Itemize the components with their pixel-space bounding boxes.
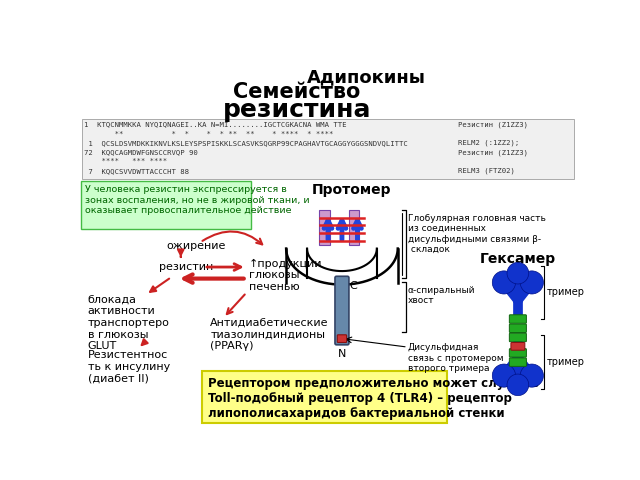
FancyBboxPatch shape: [335, 276, 349, 345]
Bar: [349, 210, 359, 245]
FancyBboxPatch shape: [337, 335, 347, 343]
Text: У человека резистин экспрессируется в
зонах воспаления, но не в жировой ткани, и: У человека резистин экспрессируется в зо…: [85, 185, 310, 215]
Text: резистина: резистина: [223, 97, 371, 121]
Text: Дисульфидная
связь с протомером
второго тримера: Дисульфидная связь с протомером второго …: [408, 343, 504, 373]
Text: ожирение: ожирение: [167, 241, 226, 251]
Text: 72  KQQCAGMDWFGNSCCRVQP 90: 72 KQQCAGMDWFGNSCCRVQP 90: [84, 149, 198, 155]
Text: Глобулярная головная часть
из соединенных
дисульфидными связями β-
 складок: Глобулярная головная часть из соединенны…: [408, 214, 546, 254]
Text: ↑продукции
глюкозы
печенью: ↑продукции глюкозы печенью: [249, 259, 323, 292]
FancyBboxPatch shape: [202, 371, 447, 423]
Text: N: N: [338, 349, 346, 360]
Text: RELM3 (FTZ02): RELM3 (FTZ02): [458, 168, 515, 174]
Text: Резистин (Z1ZZ3): Резистин (Z1ZZ3): [458, 149, 528, 156]
Text: Адипокины: Адипокины: [307, 68, 426, 86]
Bar: [319, 210, 330, 245]
Circle shape: [520, 364, 543, 387]
FancyBboxPatch shape: [81, 119, 575, 179]
FancyBboxPatch shape: [511, 343, 525, 350]
Text: резистин: резистин: [159, 263, 213, 273]
Text: α-спиральный
хвост: α-спиральный хвост: [408, 286, 476, 305]
Circle shape: [520, 271, 543, 294]
Circle shape: [492, 364, 516, 387]
Text: **           *  *    *  * **  **    * ****  * ****: ** * * * * ** ** * **** * ****: [84, 131, 333, 137]
FancyBboxPatch shape: [509, 315, 527, 323]
Text: 1  QCSLDSVMDKKIKNVLKSLEYSPSPISKKLSCASVKSQGRP99CPAGHAVTGCAGGYGGGSNDVQLITTC: 1 QCSLDSVMDKKIKNVLKSLEYSPSPISKKLSCASVKSQ…: [84, 140, 408, 146]
Circle shape: [492, 271, 516, 294]
Text: 1  KTQCNMMKKA NYQIQNAGEI..KA N=MI........IGCTCGKACNA WMA TTE: 1 KTQCNMMKKA NYQIQNAGEI..KA N=MI........…: [84, 121, 346, 128]
Text: Рецептором предположительно может служить
Toll-подобный рецептор 4 (TLR4) – реце: Рецептором предположительно может служит…: [208, 377, 539, 420]
Text: 7  KQQCSVVDWTTACCCHT 88: 7 KQQCSVVDWTTACCCHT 88: [84, 168, 189, 174]
FancyBboxPatch shape: [509, 348, 527, 357]
Text: Гексамер: Гексамер: [480, 252, 556, 265]
Text: RELM2 (:1ZZ2);: RELM2 (:1ZZ2);: [458, 140, 520, 146]
Text: Резистентнос
ть к инсулину
(диабет II): Резистентнос ть к инсулину (диабет II): [88, 350, 170, 384]
Text: Протомер: Протомер: [312, 183, 391, 197]
Circle shape: [507, 374, 529, 396]
Text: тример: тример: [547, 288, 584, 298]
Text: C: C: [349, 281, 356, 291]
FancyBboxPatch shape: [81, 181, 250, 228]
FancyBboxPatch shape: [509, 333, 527, 342]
FancyBboxPatch shape: [509, 324, 527, 333]
FancyBboxPatch shape: [509, 358, 527, 366]
Text: тример: тример: [547, 357, 584, 367]
Text: блокада
активности
транспортеро
в глюкозы
GLUT: блокада активности транспортеро в глюкоз…: [88, 295, 170, 351]
Text: Антидиабетические
тиазолиндиндионы
(PPARγ): Антидиабетические тиазолиндиндионы (PPAR…: [210, 318, 329, 351]
Text: ****   *** ****: **** *** ****: [84, 158, 167, 165]
Text: Семейство: Семейство: [234, 82, 361, 102]
Circle shape: [507, 263, 529, 284]
Text: Резистин (Z1ZZ3): Резистин (Z1ZZ3): [458, 121, 528, 128]
